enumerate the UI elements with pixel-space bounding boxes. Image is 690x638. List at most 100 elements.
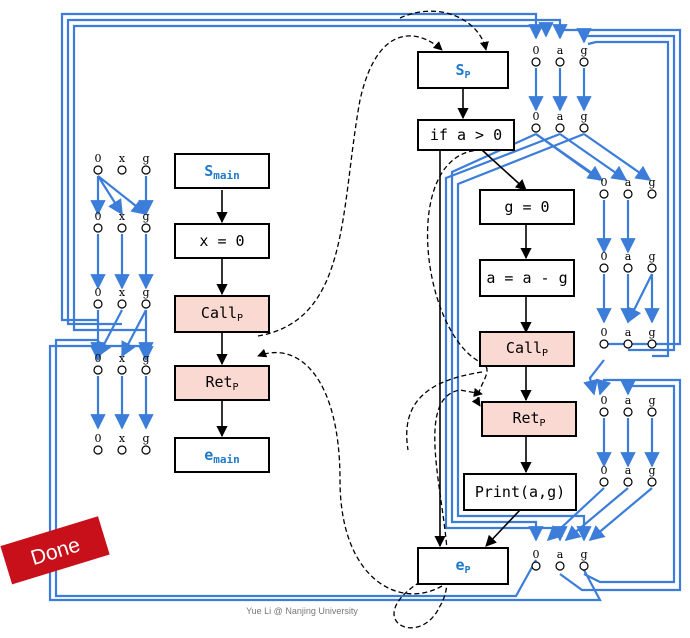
p-fact-columns: 0 a g 0 a g 0 a g 0 a g 0 a g 0 a g 0 a g 0 a g <box>528 44 660 571</box>
svg-text:Print(a,g): Print(a,g) <box>475 483 565 501</box>
p-fact-node <box>579 123 589 133</box>
p-print-node: Print(a,g) <box>463 473 577 511</box>
main-fact-label: x <box>119 152 126 165</box>
svg-text:a = a - g: a = a - g <box>486 269 567 287</box>
main-fact-node <box>93 165 103 175</box>
p-fact-label: 0 <box>601 250 608 263</box>
p-fact-node <box>555 57 565 67</box>
main-fact-node <box>117 165 127 175</box>
p-fact-label: a <box>625 250 632 263</box>
p-fact-node <box>599 407 609 417</box>
p-exit-node: eP <box>417 547 509 585</box>
p-fact-node <box>599 263 609 273</box>
main-fact-node <box>93 299 103 309</box>
p-fact-node <box>623 407 633 417</box>
svg-text:emain: emain <box>204 446 240 466</box>
p-fact-label: a <box>625 176 632 189</box>
main-call-node: CallP <box>174 295 270 333</box>
svg-text:CallP: CallP <box>201 304 243 324</box>
p-fact-label: a <box>557 548 564 561</box>
p-fact-label: g <box>580 110 587 123</box>
main-assign-node: x = 0 <box>174 223 270 259</box>
p-fact-label: 0 <box>601 394 608 407</box>
main-fact-label: g <box>142 432 149 445</box>
p-fact-label: g <box>648 250 655 263</box>
svg-text:RetP: RetP <box>205 373 238 393</box>
svg-text:eP: eP <box>455 556 470 576</box>
p-cond-node: if a > 0 <box>417 119 515 151</box>
main-fact-node <box>117 223 127 233</box>
svg-text:Smain: Smain <box>204 162 240 182</box>
main-fact-label: 0 <box>95 152 102 165</box>
main-fact-node <box>93 365 103 375</box>
main-fact-label: 0 <box>95 210 102 223</box>
p-fact-label: a <box>625 464 632 477</box>
p-call-node: CallP <box>479 331 575 367</box>
p-fact-label: g <box>648 394 655 407</box>
main-return-node: RetP <box>174 365 270 401</box>
p-fact-node <box>599 339 609 349</box>
p-fact-label: 0 <box>601 326 608 339</box>
main-fact-node <box>141 365 151 375</box>
p-fact-node <box>647 477 657 487</box>
p-fact-label: a <box>557 110 564 123</box>
p-fact-node <box>599 477 609 487</box>
p-fact-node <box>531 57 541 67</box>
p-fact-node <box>647 407 657 417</box>
svg-text:RetP: RetP <box>512 409 545 429</box>
main-fact-node <box>141 165 151 175</box>
p-fact-label: g <box>580 548 587 561</box>
main-fact-node <box>117 365 127 375</box>
svg-text:if a > 0: if a > 0 <box>430 126 502 144</box>
p-fact-node <box>579 561 589 571</box>
main-fact-node <box>141 223 151 233</box>
svg-text:x = 0: x = 0 <box>199 232 244 250</box>
svg-text:g = 0: g = 0 <box>504 198 549 216</box>
p-fact-node <box>531 561 541 571</box>
main-fact-node <box>93 223 103 233</box>
main-fact-node <box>93 445 103 455</box>
p-start-node: SP <box>417 51 509 89</box>
main-fact-label: g <box>142 210 149 223</box>
p-fact-node <box>623 263 633 273</box>
p-fact-node <box>555 123 565 133</box>
p-fact-label: g <box>648 464 655 477</box>
main-fact-label: x <box>119 352 126 365</box>
p-fact-node <box>623 189 633 199</box>
main-fact-label: g <box>142 286 149 299</box>
p-fact-label: a <box>625 394 632 407</box>
credit-text: Yue Li @ Nanjing University <box>246 606 358 616</box>
main-fact-label: x <box>119 432 126 445</box>
main-fact-node <box>117 445 127 455</box>
p-fact-label: 0 <box>533 44 540 57</box>
main-fact-columns: 0 x g 0 x g 0 x g 0 x g 0 x g <box>90 152 154 455</box>
p-return-node: RetP <box>481 401 577 437</box>
p-fact-node <box>555 561 565 571</box>
p-fact-label: g <box>648 176 655 189</box>
main-fact-label: g <box>142 152 149 165</box>
main-fact-node <box>141 299 151 309</box>
p-fact-node <box>647 339 657 349</box>
cfg-edges <box>216 88 532 548</box>
main-exit-node: emain <box>174 437 270 473</box>
p-fact-node <box>623 477 633 487</box>
svg-text:SP: SP <box>455 61 470 81</box>
p-fact-label: 0 <box>601 176 608 189</box>
p-fact-node <box>599 189 609 199</box>
main-start-node: Smain <box>174 153 270 189</box>
p-fact-label: a <box>625 326 632 339</box>
main-fact-label: x <box>119 286 126 299</box>
p-fact-node <box>647 263 657 273</box>
main-fact-label: 0 <box>95 286 102 299</box>
done-stamp: Done <box>0 516 110 585</box>
svg-text:CallP: CallP <box>506 339 548 359</box>
p-fact-node <box>579 57 589 67</box>
p-fact-node <box>623 339 633 349</box>
main-fact-label: 0 <box>95 352 102 365</box>
p-fact-label: g <box>580 44 587 57</box>
p-fact-node <box>531 123 541 133</box>
main-fact-label: x <box>119 210 126 223</box>
p-fact-label: g <box>648 326 655 339</box>
p-assign-a-node: a = a - g <box>479 259 575 297</box>
